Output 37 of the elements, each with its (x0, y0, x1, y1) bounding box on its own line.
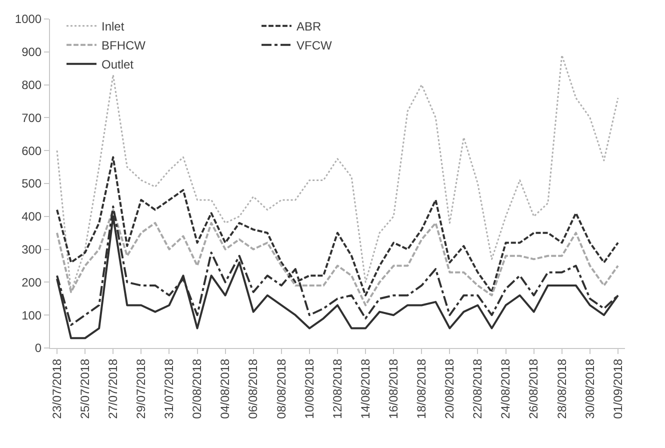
x-tick-label: 22/08/2018 (470, 358, 485, 419)
x-tick-label: 27/07/2018 (106, 358, 120, 419)
y-tick-label: 0 (34, 341, 42, 356)
y-tick-label: 300 (22, 242, 42, 256)
x-tick-label: 08/08/2018 (274, 358, 288, 419)
x-tick-label: 20/08/2018 (442, 358, 457, 419)
x-tick-label: 06/08/2018 (246, 358, 260, 419)
y-tick-label: 800 (22, 78, 42, 92)
x-tick-label: 18/08/2018 (414, 358, 429, 419)
x-tick-label: 26/08/2018 (526, 358, 541, 419)
y-tick-label: 900 (22, 45, 42, 60)
legend-label: Outlet (102, 58, 134, 72)
x-tick-label: 14/08/2018 (358, 358, 372, 419)
x-tick-label: 10/08/2018 (302, 358, 316, 419)
x-tick-label: 30/08/2018 (582, 358, 597, 419)
x-tick-label: 01/09/2018 (610, 358, 625, 419)
legend-label: VFCW (296, 38, 332, 53)
x-tick-label: 25/07/2018 (78, 358, 92, 419)
y-tick-label: 100 (22, 308, 42, 322)
y-tick-label: 200 (22, 275, 42, 290)
x-tick-label: 02/08/2018 (190, 358, 204, 419)
x-tick-label: 29/07/2018 (134, 358, 148, 419)
y-tick-label: 400 (22, 210, 42, 224)
x-tick-label: 04/08/2018 (218, 358, 232, 419)
y-tick-label: 700 (22, 110, 42, 125)
x-tick-label: 12/08/2018 (330, 358, 344, 419)
x-tick-label: 16/08/2018 (386, 358, 400, 419)
x-tick-label: 31/07/2018 (162, 358, 176, 419)
legend-label: Inlet (102, 20, 125, 34)
x-tick-label: 23/07/2018 (50, 358, 64, 419)
x-tick-label: 28/08/2018 (554, 358, 569, 419)
y-tick-label: 1000 (14, 12, 42, 26)
legend-label: ABR (296, 20, 322, 34)
y-tick-label: 600 (22, 144, 42, 158)
x-tick-label: 24/08/2018 (498, 358, 513, 419)
y-tick-label: 500 (22, 176, 42, 191)
legend-label: BFHCW (102, 38, 146, 53)
